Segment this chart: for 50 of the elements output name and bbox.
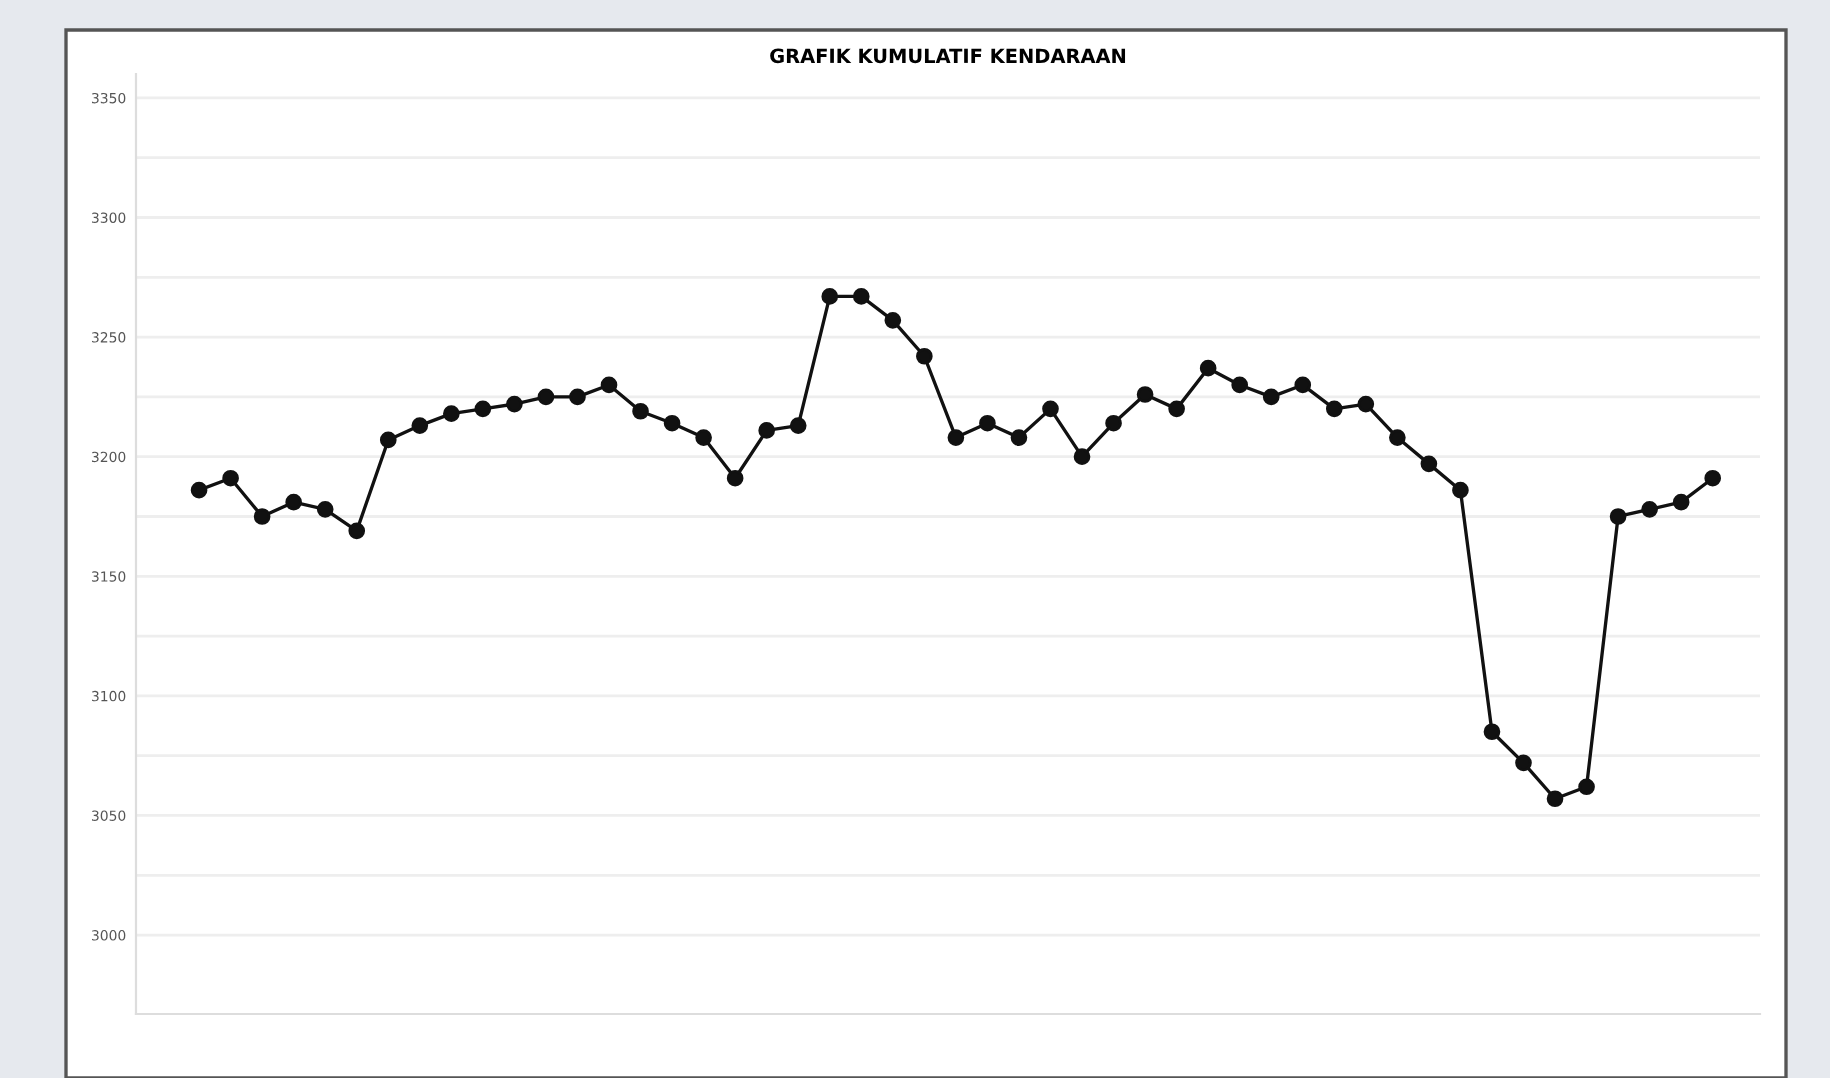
point xyxy=(443,405,460,422)
point xyxy=(852,288,870,305)
point xyxy=(947,429,965,446)
point xyxy=(569,388,586,406)
point xyxy=(726,469,744,487)
point xyxy=(1515,754,1532,772)
point xyxy=(1704,469,1722,487)
point xyxy=(316,500,334,518)
point xyxy=(1672,493,1690,511)
point xyxy=(1452,481,1469,499)
point xyxy=(1420,455,1438,473)
point xyxy=(474,400,492,418)
point xyxy=(1641,500,1658,518)
point xyxy=(537,388,555,406)
point xyxy=(1609,508,1627,525)
point xyxy=(1389,429,1406,446)
point xyxy=(1262,388,1280,406)
point xyxy=(1483,723,1501,741)
point xyxy=(1105,414,1122,432)
point xyxy=(379,431,397,449)
point xyxy=(1578,778,1595,796)
point xyxy=(758,422,776,439)
point xyxy=(632,402,649,420)
point xyxy=(695,429,712,446)
point xyxy=(1199,359,1217,377)
point xyxy=(916,347,933,365)
point xyxy=(1357,395,1375,413)
point xyxy=(506,395,523,413)
point xyxy=(222,469,239,487)
point xyxy=(253,508,271,525)
point xyxy=(1042,400,1059,418)
point xyxy=(1136,386,1154,403)
point xyxy=(821,288,839,305)
point xyxy=(1231,376,1249,394)
point xyxy=(1325,400,1343,418)
point xyxy=(979,414,996,432)
point xyxy=(285,493,302,511)
point xyxy=(600,376,618,394)
point xyxy=(884,312,902,329)
point xyxy=(789,417,807,434)
point xyxy=(190,481,208,499)
point xyxy=(1073,448,1091,466)
point xyxy=(663,414,681,432)
point xyxy=(348,522,366,540)
point xyxy=(1168,400,1185,418)
point xyxy=(1546,790,1564,808)
point xyxy=(1294,376,1312,394)
point xyxy=(411,417,429,434)
point xyxy=(1010,429,1028,446)
chart-title: GRAFIK KUMULATIF KENDARAAN xyxy=(770,48,1126,64)
